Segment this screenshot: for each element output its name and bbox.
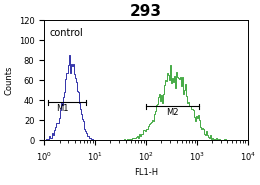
Text: M1: M1: [56, 104, 68, 113]
Text: M2: M2: [166, 108, 179, 117]
Text: control: control: [49, 28, 83, 38]
X-axis label: FL1-H: FL1-H: [134, 168, 158, 177]
Title: 293: 293: [130, 4, 162, 19]
Y-axis label: Counts: Counts: [4, 66, 13, 95]
